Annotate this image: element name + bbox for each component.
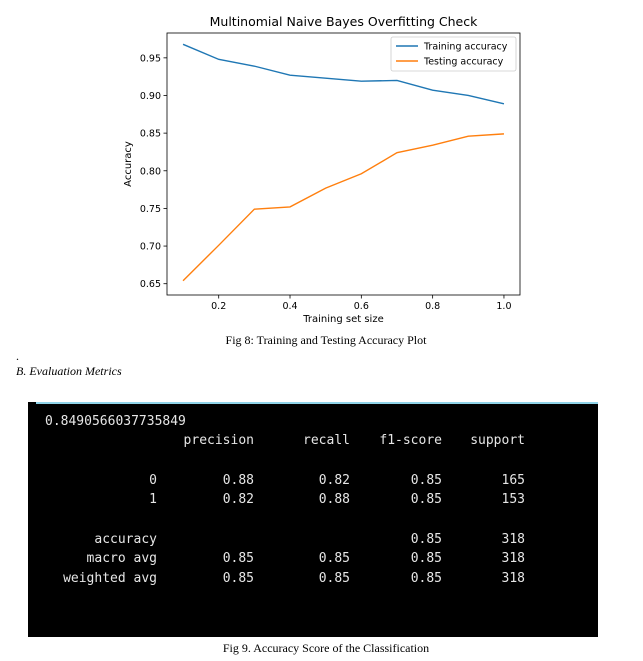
y-tick-label: 0.75 — [140, 204, 161, 215]
table-cell: 318 — [501, 532, 525, 547]
table-cell: 0.85 — [318, 571, 350, 586]
table-cell: 318 — [501, 571, 525, 586]
column-header: support — [470, 433, 525, 448]
row-label: macro avg — [86, 551, 157, 566]
classification-report-terminal: 0.8490566037735849 precision recall f1-sco… — [28, 402, 598, 637]
stray-dot: . — [16, 349, 19, 363]
row-label: 0 — [149, 473, 157, 488]
x-tick-label: 0.6 — [354, 301, 369, 312]
accuracy-line-chart: Multinomial Naive Bayes Overfitting Chec… — [123, 14, 521, 325]
table-cell: 0.85 — [318, 551, 350, 566]
table-cell: 318 — [501, 551, 525, 566]
accuracy-score-output: 0.8490566037735849 — [45, 414, 186, 429]
table-cell: 0.82 — [222, 492, 254, 507]
y-tick-label: 0.95 — [140, 53, 161, 64]
column-header: f1-score — [379, 433, 442, 448]
row-label: accuracy — [94, 532, 157, 547]
table-cell: 0.85 — [410, 492, 442, 507]
chart-title: Multinomial Naive Bayes Overfitting Chec… — [210, 14, 478, 29]
y-tick-label: 0.80 — [140, 166, 161, 177]
section-heading: B. Evaluation Metrics — [16, 364, 122, 378]
x-tick-label: 0.4 — [282, 301, 297, 312]
table-cell: 0.85 — [410, 532, 442, 547]
table-cell: 0.88 — [318, 492, 350, 507]
series-line-training-accuracy — [182, 43, 505, 105]
column-header: precision — [183, 433, 254, 448]
x-tick-label: 1.0 — [496, 301, 511, 312]
row-label: weighted avg — [63, 571, 157, 586]
table-cell: 0.85 — [222, 571, 254, 586]
fig8-caption: Fig 8: Training and Testing Accuracy Plo… — [225, 333, 427, 347]
y-tick-label: 0.90 — [140, 91, 161, 102]
y-tick-label: 0.85 — [140, 129, 161, 140]
y-axis-label: Accuracy — [123, 141, 134, 187]
plot-frame — [166, 32, 521, 296]
table-cell: 0.85 — [410, 473, 442, 488]
table-cell: 0.82 — [318, 473, 350, 488]
y-tick-label: 0.70 — [140, 242, 161, 253]
table-cell: 0.85 — [222, 551, 254, 566]
fig9-caption: Fig 9. Accuracy Score of the Classificat… — [222, 641, 430, 655]
terminal-top-border — [36, 402, 598, 404]
x-tick-label: 0.2 — [211, 301, 226, 312]
x-axis-label: Training set size — [302, 314, 384, 325]
series-line-testing-accuracy — [182, 133, 504, 282]
table-cell: 0.85 — [410, 551, 442, 566]
table-cell: 0.88 — [222, 473, 254, 488]
x-tick-label: 0.8 — [425, 301, 440, 312]
table-cell: 165 — [501, 473, 525, 488]
table-cell: 153 — [501, 492, 525, 507]
legend-label: Training accuracy — [423, 42, 508, 53]
table-cell: 0.85 — [410, 571, 442, 586]
row-label: 1 — [149, 492, 157, 507]
legend-label: Testing accuracy — [423, 57, 504, 68]
column-header: recall — [303, 433, 350, 448]
y-tick-label: 0.65 — [140, 279, 161, 290]
legend-box — [390, 36, 517, 72]
